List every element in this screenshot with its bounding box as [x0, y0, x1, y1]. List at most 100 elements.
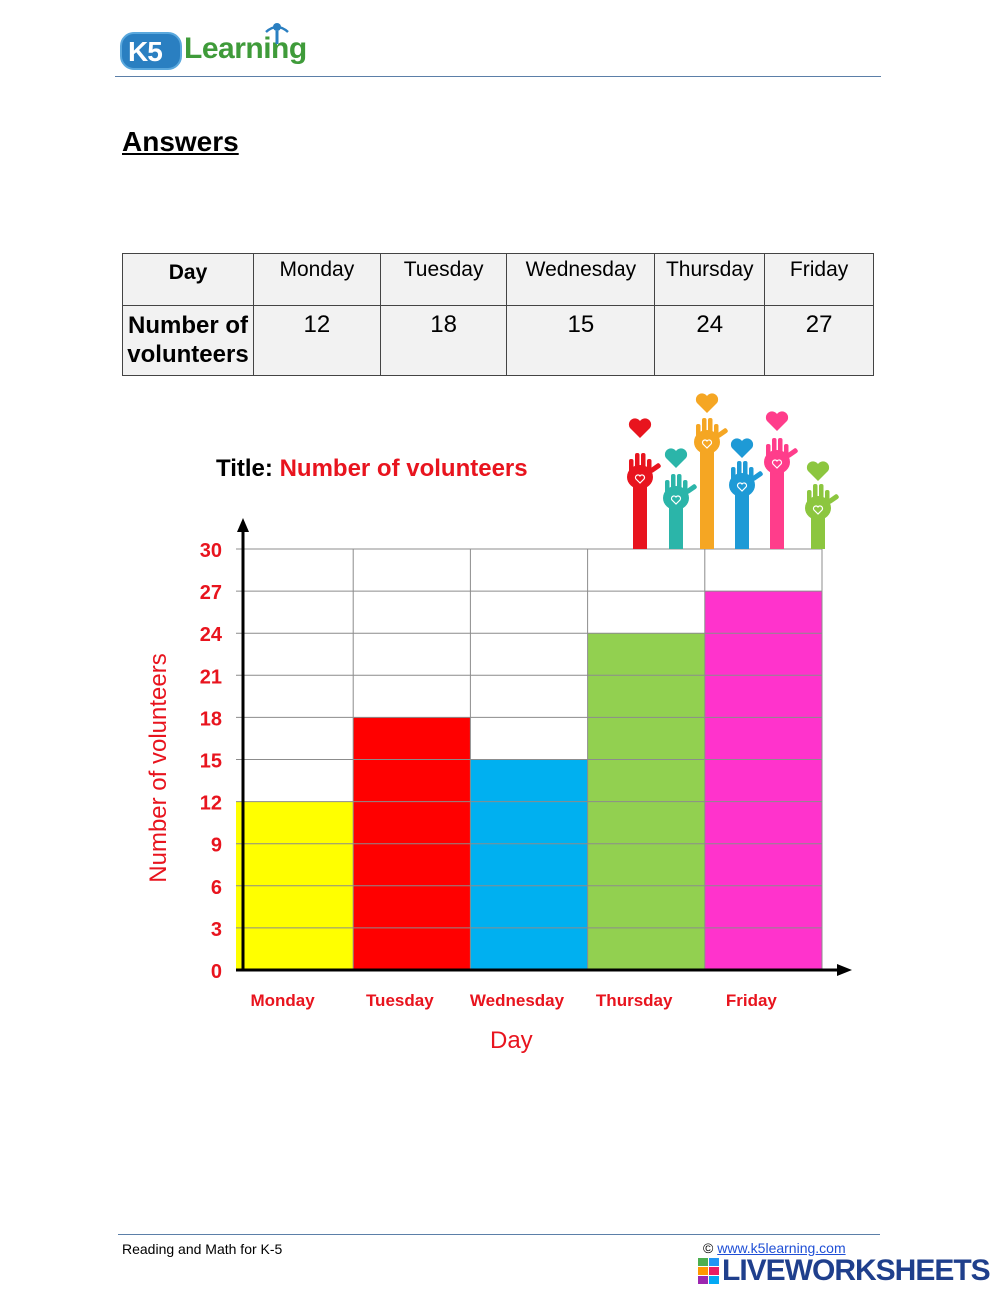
liveworksheets-blocks-icon [698, 1258, 720, 1284]
y-axis-arrow [237, 518, 249, 532]
hand-finger [749, 467, 754, 487]
hand-finger [825, 490, 830, 510]
y-tick-label: 12 [200, 793, 222, 815]
x-tick-label: Wednesday [470, 991, 565, 1010]
hand-arm [633, 477, 647, 549]
floating-heart [628, 418, 652, 438]
header-divider [115, 76, 881, 77]
y-tick-label: 0 [211, 961, 222, 983]
floating-heart [806, 461, 830, 481]
hand-finger [731, 467, 736, 487]
copyright-symbol: © [703, 1240, 714, 1256]
x-axis-arrow [837, 964, 852, 976]
floating-heart [695, 393, 719, 413]
floating-heart [730, 438, 754, 458]
hand-finger [677, 474, 682, 494]
logo-wordmark: Learning [184, 32, 307, 65]
table-header-volunteers: Number of volunteers [122, 305, 254, 376]
palm-heart [812, 505, 824, 515]
hand-finger [813, 484, 818, 504]
hand-finger [641, 453, 646, 473]
x-axis-label: Day [490, 1027, 533, 1054]
palm-heart [736, 482, 748, 492]
hand-finger [647, 459, 652, 479]
y-tick-label: 9 [211, 835, 222, 857]
hand-icon [694, 393, 728, 549]
hand-arm [700, 442, 714, 549]
palm-heart [771, 459, 783, 469]
x-tick-label: Friday [726, 991, 778, 1010]
hand-thumb [649, 463, 661, 473]
y-tick-label: 18 [200, 708, 222, 730]
hand-icon [663, 448, 697, 549]
hand-icon [764, 411, 798, 549]
table-cell-day: Friday [764, 253, 874, 306]
hand-thumb [751, 471, 763, 481]
table-cell-count: 24 [654, 305, 766, 376]
table-cell-count: 12 [252, 305, 381, 376]
y-tick-label: 24 [200, 624, 223, 646]
page-title: Answers [122, 126, 239, 157]
hand-finger [683, 480, 688, 500]
hand-finger [671, 474, 676, 494]
hand-finger [772, 438, 777, 458]
chart-axes [236, 518, 852, 976]
table-header-day: Day [122, 253, 254, 306]
hand-finger [714, 424, 719, 444]
hand-icon [729, 438, 763, 549]
hand-finger [778, 438, 783, 458]
y-tick-labels: 0 3 6 9 12 15 18 21 24 27 30 [200, 540, 223, 983]
k5learning-link[interactable]: www.k5learning.com [717, 1240, 846, 1256]
footer-divider [118, 1234, 880, 1235]
table-row-days: Day Monday Tuesday Wednesday Thursday Fr… [122, 253, 874, 306]
hand-finger [737, 461, 742, 481]
x-tick-label: Tuesday [366, 991, 434, 1010]
table-row-counts: Number of volunteers 12 18 15 24 27 [122, 305, 874, 376]
palm-heart [634, 474, 646, 484]
hand-finger [708, 418, 713, 438]
table-cell-day: Thursday [654, 253, 766, 306]
bar-wednesday [470, 759, 588, 970]
x-tick-label: Monday [250, 991, 315, 1010]
hand-finger [819, 484, 824, 504]
hand-finger [635, 453, 640, 473]
footer-tagline: Reading and Math for K-5 [122, 1241, 283, 1257]
logo-badge: K5 [120, 32, 182, 70]
logo-k5-text: K5 [128, 36, 163, 67]
table-cell-count: 18 [379, 305, 508, 376]
bar-chart: 0 3 6 9 12 15 18 21 24 27 30 Monday Tuesday Wednesda… [200, 393, 852, 1010]
y-tick-label: 21 [200, 666, 222, 688]
chart-title: Title: Number of volunteers [216, 455, 528, 483]
hand-finger [629, 459, 634, 479]
hand-finger [743, 461, 748, 481]
y-axis-label: Number of volunteers [145, 653, 172, 883]
hand-arm [669, 498, 683, 549]
floating-heart [765, 411, 789, 431]
raised-hands-icon [627, 393, 839, 549]
hand-thumb [827, 494, 839, 504]
hand-thumb [786, 448, 798, 458]
k5-learning-logo: K5 Learning [120, 22, 335, 74]
liveworksheets-brand: LIVEWORKSHEETS [722, 1254, 991, 1287]
data-table: Day Monday Tuesday Wednesday Thursday Fr… [122, 253, 874, 376]
hand-thumb [716, 428, 728, 438]
floating-heart [664, 448, 688, 468]
palm-heart [701, 439, 713, 449]
chart-title-text: Number of volunteers [279, 455, 528, 482]
hand-icon [805, 461, 839, 549]
hand-thumb [685, 484, 697, 494]
y-tick-label: 6 [211, 877, 222, 899]
hand-finger [696, 424, 701, 444]
hand-finger [784, 444, 789, 464]
hand-arm [770, 462, 784, 549]
hand-icon [627, 418, 661, 549]
bar-friday [704, 591, 822, 970]
table-cell-count: 15 [506, 305, 656, 376]
hand-finger [807, 490, 812, 510]
table-cell-count: 27 [764, 305, 874, 376]
hand-finger [665, 480, 670, 500]
hand-arm [735, 485, 749, 549]
logo-figure-icon [265, 23, 289, 44]
x-tick-labels: Monday Tuesday Wednesday Thursday Friday [250, 991, 777, 1010]
hand-finger [766, 444, 771, 464]
